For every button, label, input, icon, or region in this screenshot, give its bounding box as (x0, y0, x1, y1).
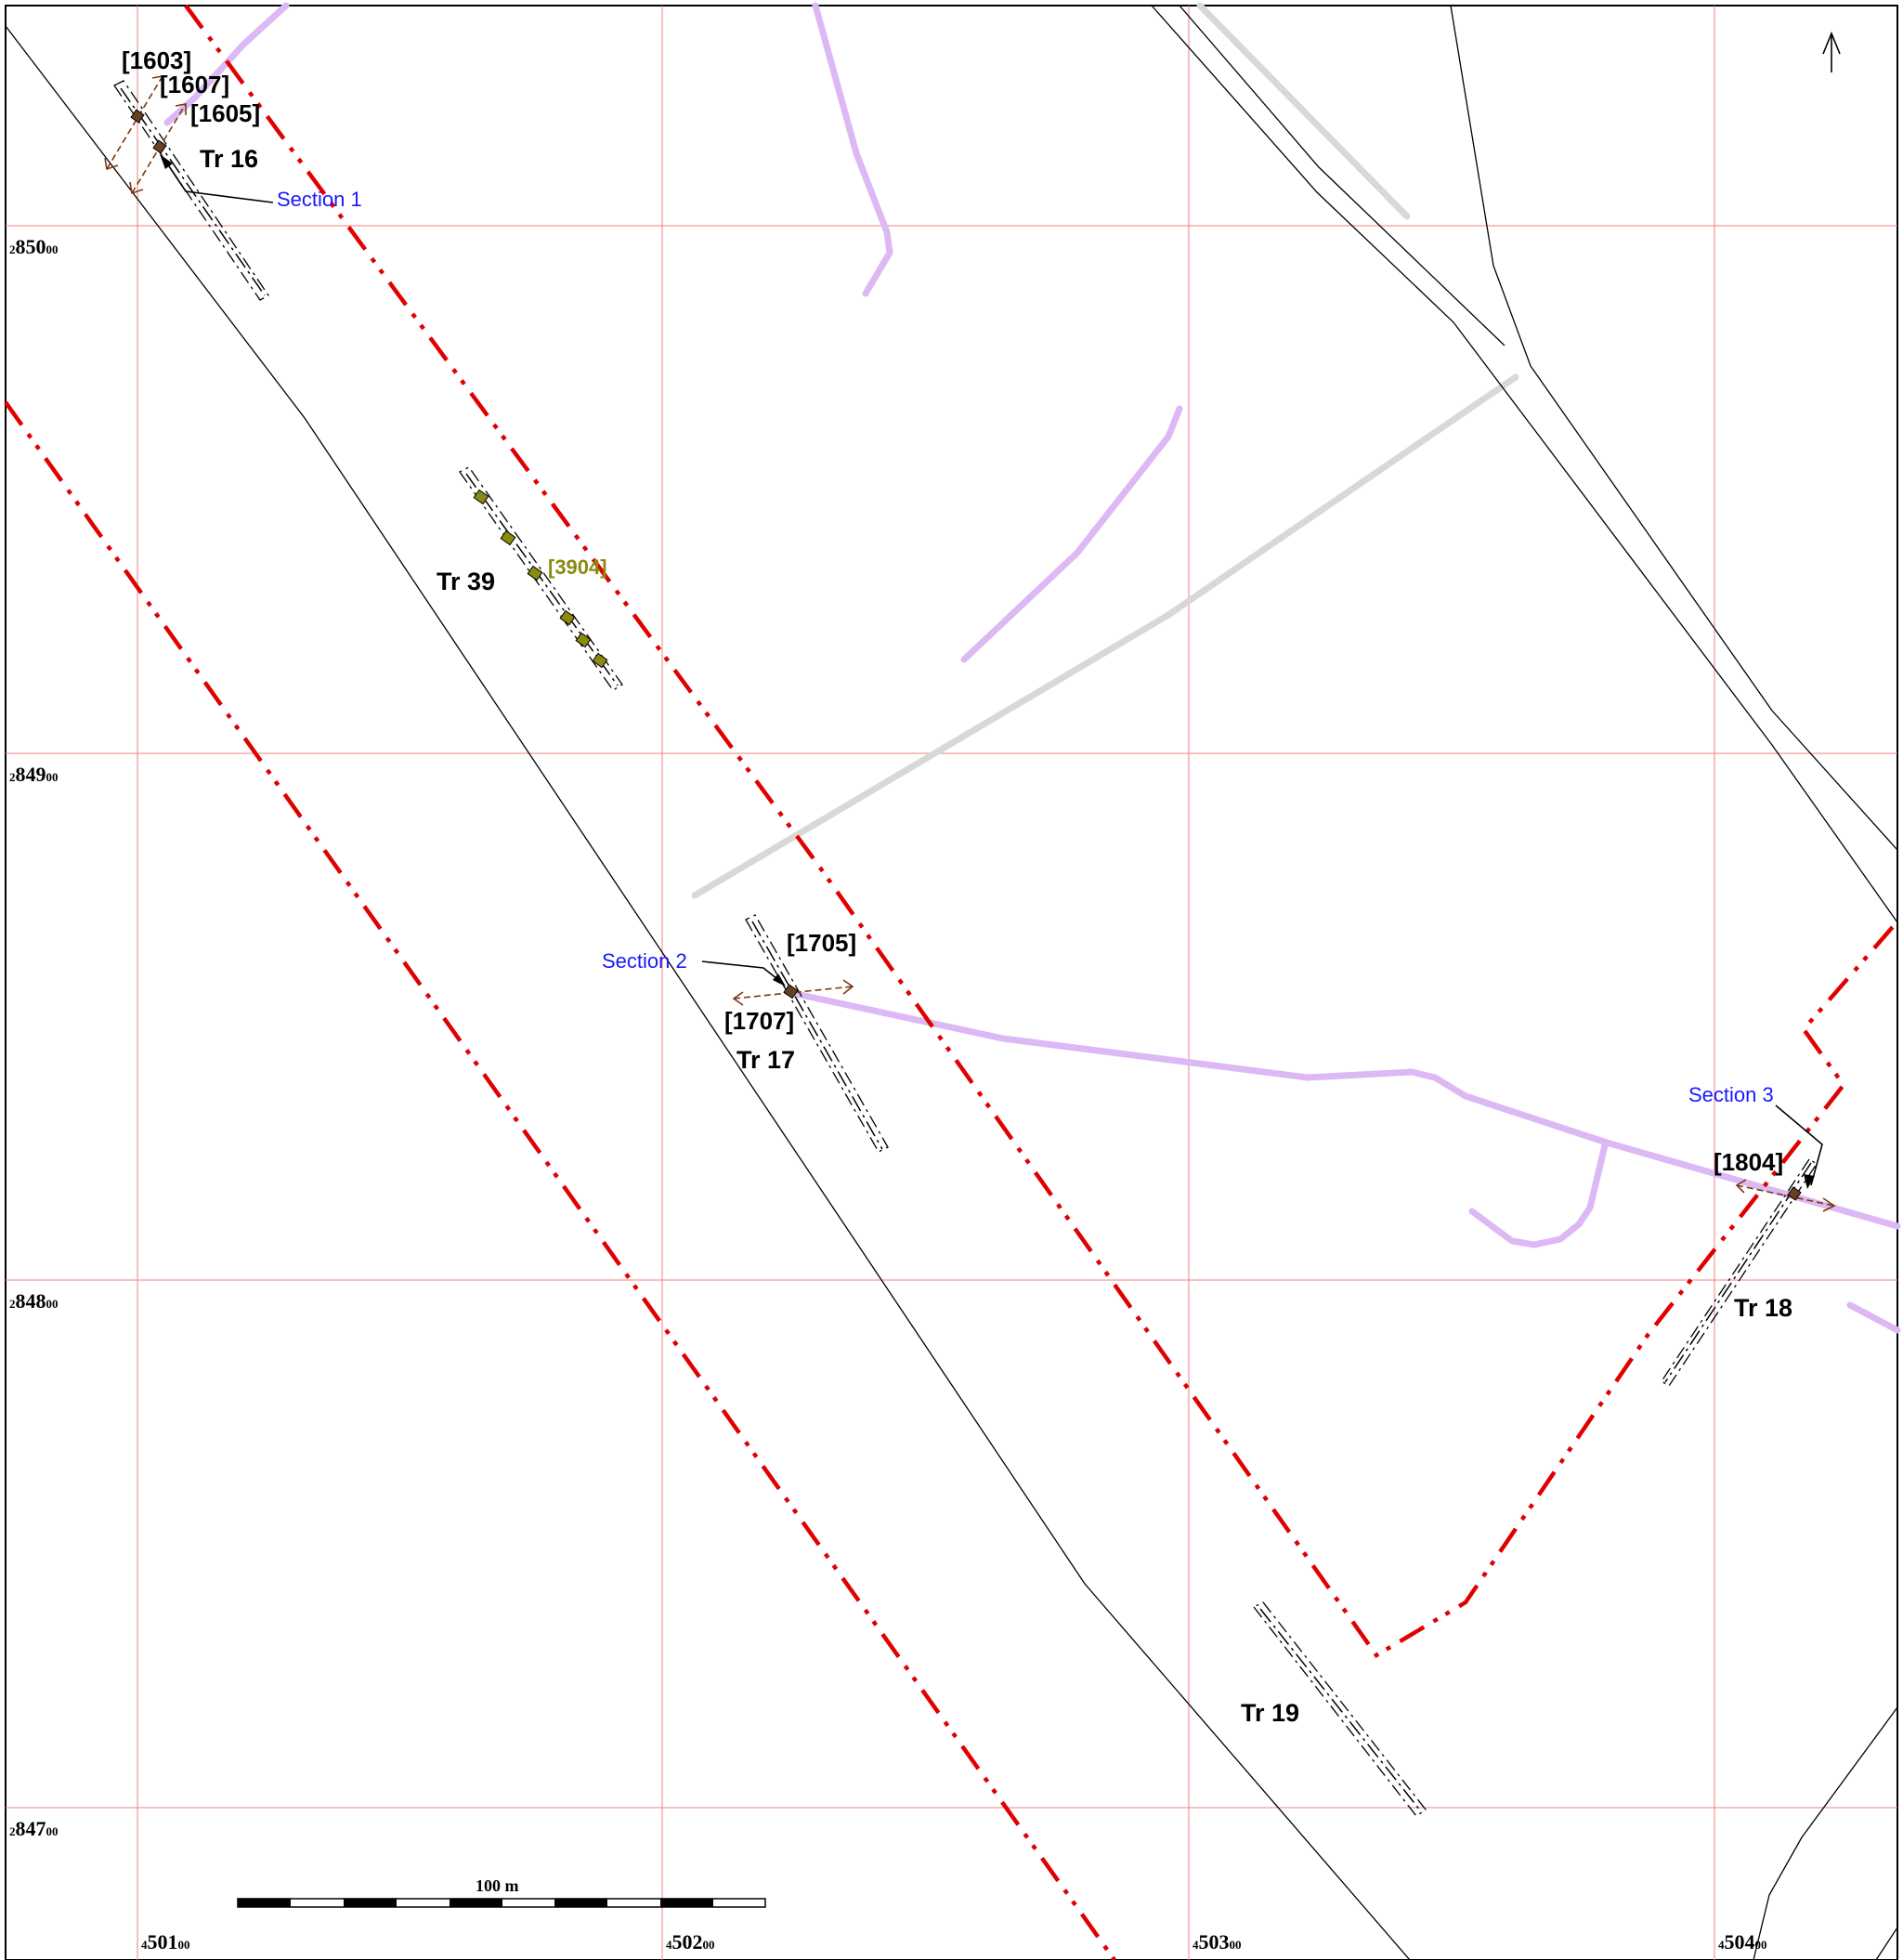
easting-label-503: 450300 (1193, 1930, 1242, 1953)
feature-label-1607: [1607] (160, 71, 229, 98)
field-boundary-top (1179, 5, 1505, 346)
feature-label-1605: [1605] (190, 99, 260, 127)
easting-label-504: 450400 (1718, 1930, 1767, 1953)
field-boundary-right (1450, 5, 1898, 851)
section-arrowheads (160, 154, 1815, 1189)
trench-tr19 (1253, 1601, 1427, 1817)
trench-tr18 (1661, 1158, 1818, 1387)
boundary-west (4, 400, 1116, 1960)
palaeochannels (163, 2, 1901, 1334)
feature-label-1603: [1603] (122, 46, 191, 74)
palaeochannel-main (784, 988, 1901, 1230)
trench-label-tr16: Tr 16 (200, 145, 258, 173)
field-boundary-corner (1875, 1927, 1898, 1960)
trench-tr17 (745, 914, 889, 1153)
feature-label-1804: [1804] (1714, 1148, 1783, 1176)
easting-label-502: 450200 (666, 1930, 715, 1953)
site-boundaries (4, 4, 1899, 1960)
palaeochannel-right (1846, 1301, 1901, 1334)
northing-label-847: 284700 (9, 1817, 59, 1840)
palaeochannel-top-centre (812, 2, 893, 297)
boundary-east (184, 4, 1899, 1658)
section-label-1: Section 1 (277, 188, 362, 211)
section-3-leader (1775, 1104, 1823, 1186)
linework (5, 5, 1898, 1960)
north-arrow-icon (1822, 31, 1841, 72)
easting-label-501: 450100 (141, 1930, 190, 1953)
road-edge-east (1151, 5, 1898, 923)
northing-label-849: 284900 (9, 763, 59, 786)
section-1-leader (163, 157, 274, 203)
map-frame (5, 5, 1898, 1960)
services (691, 2, 1519, 899)
palaeochannel-branch (1468, 1142, 1609, 1248)
feature-label-3904: [3904] (548, 555, 607, 579)
scale-bar-label: 100 m (476, 1876, 519, 1895)
service-diagonal (691, 373, 1519, 899)
palaeochannel-top-left (163, 2, 290, 126)
northing-label-848: 284800 (9, 1289, 59, 1313)
service-top (1196, 2, 1411, 220)
feature-label-1707: [1707] (724, 1007, 794, 1035)
road-edge-west (5, 25, 1411, 1960)
feature-label-1705: [1705] (787, 929, 856, 957)
northing-label-850: 285000 (9, 235, 59, 258)
field-boundary-bottom-right (1753, 1706, 1898, 1960)
section-label-3: Section 3 (1688, 1083, 1774, 1106)
palaeochannel-centre (960, 405, 1183, 663)
grid-lines (6, 6, 1897, 1960)
trench-label-tr19: Tr 19 (1241, 1699, 1299, 1727)
scale-bar: 100 m (237, 1876, 766, 1908)
trench-tr16 (113, 80, 269, 301)
trench-label-tr18: Tr 18 (1734, 1294, 1792, 1322)
trench-label-tr39: Tr 39 (437, 568, 495, 595)
section-label-2: Section 2 (602, 949, 687, 973)
excavated-slots (130, 109, 1802, 1201)
tr39-features (473, 489, 608, 669)
trench-label-tr17: Tr 17 (736, 1046, 795, 1074)
slot-arrowheads (104, 75, 1836, 1212)
